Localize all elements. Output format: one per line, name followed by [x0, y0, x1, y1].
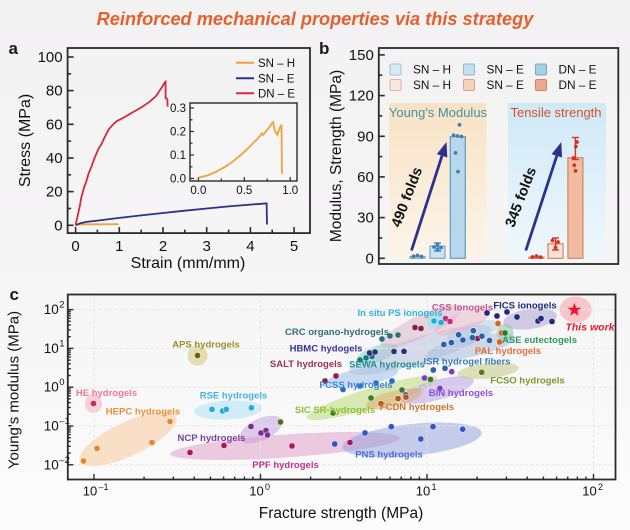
svg-text:Tensile strength: Tensile strength [510, 105, 601, 120]
svg-text:1: 1 [59, 338, 64, 349]
svg-text:PAL hydrogels: PAL hydrogels [475, 346, 541, 357]
svg-text:3: 3 [203, 238, 211, 255]
svg-text:PPF hydrogels: PPF hydrogels [252, 460, 319, 471]
svg-text:0: 0 [71, 238, 79, 255]
svg-text:150: 150 [349, 47, 374, 64]
svg-text:0.3: 0.3 [170, 103, 186, 115]
svg-text:100: 100 [38, 49, 63, 66]
svg-text:ISR hydrogel fibers: ISR hydrogel fibers [423, 357, 510, 368]
svg-text:0.1: 0.1 [170, 150, 186, 162]
svg-text:CSS ionogels: CSS ionogels [432, 303, 493, 314]
svg-text:0: 0 [59, 377, 64, 388]
svg-text:0.5: 0.5 [236, 185, 252, 197]
svg-text:1: 1 [115, 238, 123, 255]
svg-text:1: 1 [432, 482, 437, 492]
svg-text:10: 10 [582, 484, 596, 499]
svg-text:In situ PS ionogels: In situ PS ionogels [358, 308, 443, 319]
svg-text:60: 60 [357, 169, 374, 186]
svg-text:SEWA hydrogels: SEWA hydrogels [349, 360, 425, 371]
svg-text:DN – E: DN – E [559, 63, 597, 77]
svg-text:5: 5 [290, 238, 298, 255]
svg-text:Fracture strength (MPa): Fracture strength (MPa) [259, 505, 424, 522]
svg-text:0.2: 0.2 [170, 127, 186, 139]
svg-text:SALT hydrogels: SALT hydrogels [270, 359, 342, 370]
svg-text:SN – E: SN – E [487, 63, 525, 77]
svg-text:HE hydrogels: HE hydrogels [76, 388, 137, 399]
svg-text:NCP hydrogels: NCP hydrogels [178, 433, 246, 444]
svg-text:FCSS hydrogels: FCSS hydrogels [319, 380, 392, 391]
svg-text:Young's Modulus: Young's Modulus [389, 105, 488, 120]
svg-text:Reinforced mechanical properti: Reinforced mechanical properties via thi… [97, 9, 535, 29]
svg-text:SN – H: SN – H [413, 78, 451, 92]
svg-text:Strain (mm/mm): Strain (mm/mm) [131, 255, 246, 272]
svg-text:This work: This work [565, 322, 615, 334]
svg-text:10: 10 [44, 457, 59, 472]
svg-text:a: a [9, 39, 19, 58]
svg-text:0: 0 [365, 250, 373, 267]
svg-text:FICS ionogels: FICS ionogels [493, 301, 556, 312]
svg-text:10: 10 [83, 484, 97, 499]
svg-text:0: 0 [54, 217, 62, 234]
svg-text:SN – E: SN – E [258, 73, 295, 85]
svg-text:Modulus, Strength (MPa): Modulus, Strength (MPa) [328, 70, 345, 242]
svg-text:SN – E: SN – E [487, 78, 525, 92]
svg-text:FCDN hydrogels: FCDN hydrogels [380, 402, 454, 413]
svg-text:DN – E: DN – E [559, 78, 597, 92]
svg-text:b: b [319, 39, 329, 58]
svg-text:60: 60 [46, 116, 63, 133]
svg-text:Stress (MPa): Stress (MPa) [17, 94, 34, 187]
svg-text:SIC SR-hydrogels: SIC SR-hydrogels [295, 405, 375, 416]
svg-text:10: 10 [44, 341, 59, 356]
svg-text:0.0: 0.0 [170, 174, 186, 186]
svg-text:40: 40 [46, 150, 63, 167]
svg-text:30: 30 [357, 210, 374, 227]
svg-text:2: 2 [598, 482, 603, 492]
svg-text:10: 10 [44, 419, 59, 434]
svg-text:DN – E: DN – E [258, 88, 295, 100]
svg-text:Young's modulus (MPa): Young's modulus (MPa) [6, 311, 23, 469]
svg-text:BIN hydrogels: BIN hydrogels [429, 388, 493, 399]
svg-text:120: 120 [349, 88, 374, 105]
svg-text:CRC organo-hydrogels: CRC organo-hydrogels [285, 327, 389, 338]
svg-text:–1: –1 [99, 482, 109, 492]
svg-text:0.0: 0.0 [190, 185, 206, 197]
svg-text:SN – H: SN – H [258, 58, 295, 70]
svg-text:2: 2 [159, 238, 167, 255]
svg-text:–1: –1 [59, 416, 70, 427]
svg-text:0: 0 [265, 482, 270, 492]
svg-text:20: 20 [46, 184, 63, 201]
svg-text:APS hydrogels: APS hydrogels [172, 340, 240, 351]
svg-text:HEPC hydrogels: HEPC hydrogels [106, 407, 180, 418]
svg-text:FCSO hydrogels: FCSO hydrogels [490, 376, 564, 387]
svg-text:10: 10 [44, 380, 59, 395]
svg-text:90: 90 [357, 128, 374, 145]
svg-text:SN – H: SN – H [413, 63, 451, 77]
svg-text:–2: –2 [59, 455, 70, 466]
svg-text:PNS hydrogels: PNS hydrogels [355, 450, 423, 461]
svg-text:4: 4 [246, 238, 254, 255]
svg-text:80: 80 [46, 83, 63, 100]
svg-text:10: 10 [44, 302, 59, 317]
svg-text:1.0: 1.0 [282, 185, 298, 197]
svg-text:RSE hydrogels: RSE hydrogels [200, 391, 268, 402]
svg-text:c: c [10, 285, 19, 304]
svg-text:10: 10 [416, 484, 430, 499]
svg-text:10: 10 [249, 484, 263, 499]
svg-text:HBMC hydogels: HBMC hydogels [290, 344, 363, 355]
svg-text:2: 2 [59, 300, 64, 311]
svg-text:ASE eutectogels: ASE eutectogels [502, 335, 577, 346]
